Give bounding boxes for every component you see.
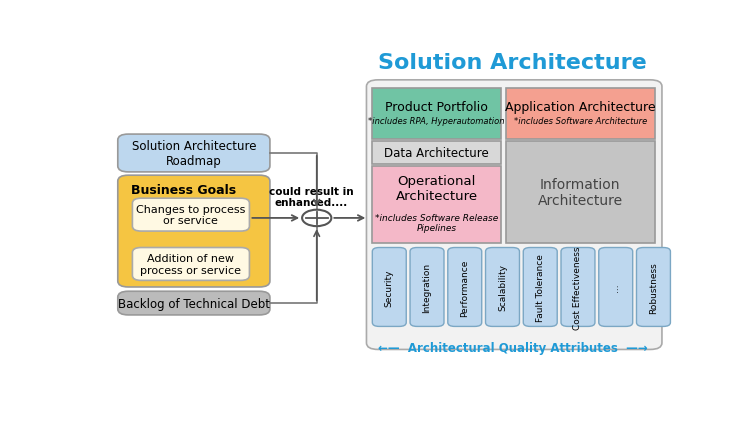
Text: ...: ... — [612, 283, 620, 291]
Text: ←—  Architectural Quality Attributes  —→: ←— Architectural Quality Attributes —→ — [378, 342, 648, 354]
FancyBboxPatch shape — [132, 248, 249, 281]
Text: Scalability: Scalability — [498, 264, 507, 311]
FancyBboxPatch shape — [118, 135, 270, 173]
Text: Backlog of Technical Debt: Backlog of Technical Debt — [118, 297, 270, 310]
Bar — [506, 142, 655, 243]
Text: Data Architecture: Data Architecture — [384, 147, 489, 160]
Text: could result in
enhanced....: could result in enhanced.... — [269, 186, 353, 208]
Text: Cost Effectiveness: Cost Effectiveness — [574, 246, 582, 329]
FancyBboxPatch shape — [485, 248, 519, 327]
Text: Robustness: Robustness — [649, 262, 658, 313]
FancyBboxPatch shape — [372, 248, 406, 327]
Bar — [372, 167, 501, 243]
Text: *includes Software Architecture: *includes Software Architecture — [513, 117, 647, 126]
Text: Business Goals: Business Goals — [131, 184, 236, 197]
Text: Performance: Performance — [461, 259, 470, 316]
Text: Fault Tolerance: Fault Tolerance — [536, 253, 545, 321]
Text: Security: Security — [385, 268, 394, 306]
Text: Changes to process
or service: Changes to process or service — [136, 204, 245, 226]
Text: Solution Architecture
Roadmap: Solution Architecture Roadmap — [131, 140, 256, 167]
FancyBboxPatch shape — [523, 248, 557, 327]
Text: Information
Architecture: Information Architecture — [538, 178, 623, 207]
Text: Solution Architecture: Solution Architecture — [378, 53, 647, 72]
Text: *includes Software Release
Pipelines: *includes Software Release Pipelines — [375, 213, 498, 233]
Text: Addition of new
process or service: Addition of new process or service — [140, 253, 242, 275]
FancyBboxPatch shape — [118, 176, 270, 287]
FancyBboxPatch shape — [599, 248, 633, 327]
Circle shape — [302, 210, 331, 227]
Text: Product Portfolio: Product Portfolio — [385, 101, 488, 114]
FancyBboxPatch shape — [448, 248, 482, 327]
Text: Integration: Integration — [423, 262, 432, 312]
Text: Operational
Architecture: Operational Architecture — [396, 175, 478, 202]
FancyBboxPatch shape — [410, 248, 444, 327]
FancyBboxPatch shape — [636, 248, 670, 327]
Text: *includes RPA, Hyperautomation: *includes RPA, Hyperautomation — [368, 117, 505, 126]
FancyBboxPatch shape — [118, 291, 270, 315]
FancyBboxPatch shape — [366, 81, 662, 350]
Text: Application Architecture: Application Architecture — [505, 101, 655, 114]
Bar — [372, 142, 501, 164]
FancyBboxPatch shape — [132, 199, 249, 231]
FancyBboxPatch shape — [561, 248, 595, 327]
Bar — [372, 89, 501, 140]
Bar — [506, 89, 655, 140]
